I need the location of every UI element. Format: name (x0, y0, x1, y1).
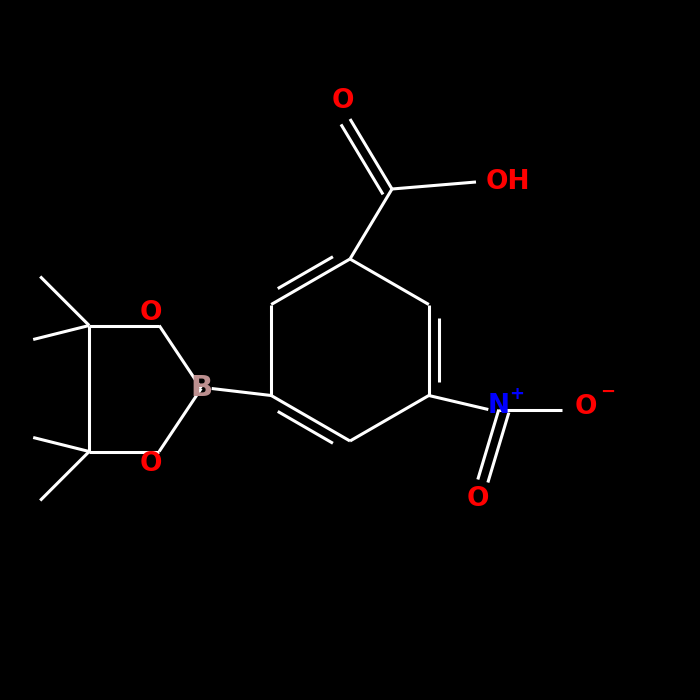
Text: O: O (467, 486, 489, 512)
Text: O: O (139, 451, 162, 477)
Text: O: O (139, 300, 162, 326)
Text: N: N (488, 393, 510, 419)
Text: O: O (332, 88, 354, 115)
Text: +: + (509, 385, 524, 403)
Text: B: B (190, 374, 212, 402)
Text: O: O (575, 394, 598, 421)
Text: −: − (600, 383, 615, 401)
Text: OH: OH (485, 169, 530, 195)
